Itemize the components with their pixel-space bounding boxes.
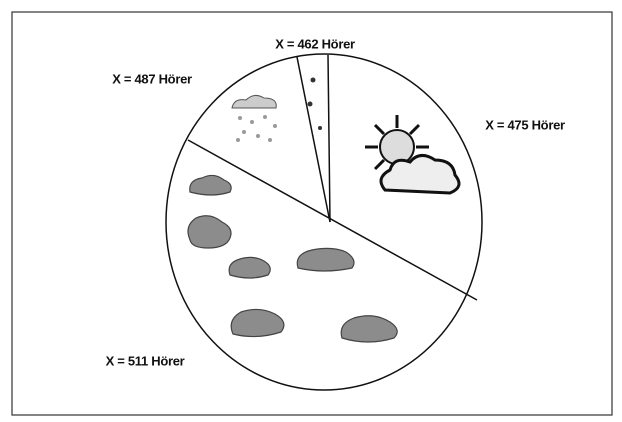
snow-icon — [231, 94, 277, 142]
slice-label: X = 475 Hörer — [485, 117, 565, 132]
divider — [327, 54, 331, 223]
stars — [307, 77, 322, 130]
sun-icon — [365, 115, 461, 195]
slice-label: X = 487 Hörer — [112, 71, 192, 86]
divider — [187, 139, 478, 301]
slice-label: X = 511 Hörer — [106, 353, 185, 368]
stones — [187, 174, 398, 343]
circle — [165, 53, 483, 391]
slice-label: X = 462 Hörer — [275, 36, 355, 51]
frame — [11, 11, 613, 416]
divider — [296, 56, 331, 223]
